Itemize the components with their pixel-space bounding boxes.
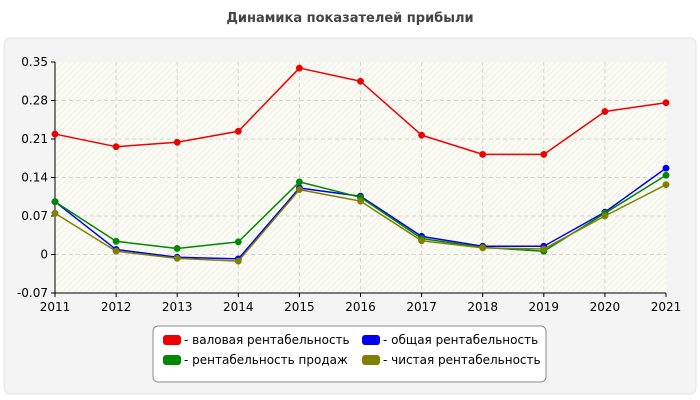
data-point — [234, 127, 242, 135]
x-tick-label: 2011 — [40, 300, 71, 314]
data-point — [479, 244, 487, 252]
y-tick-label: -0.07 — [17, 286, 48, 300]
series-4 — [51, 181, 670, 265]
x-tick-label: 2013 — [162, 300, 193, 314]
data-point — [357, 77, 364, 85]
legend-swatch — [362, 335, 380, 345]
legend-box — [152, 325, 547, 383]
legend: - валовая рентабельность - общая рентабел… — [152, 325, 547, 383]
y-tick-label: 0.35 — [21, 55, 48, 69]
legend-item-2: - общая рентабельность — [362, 333, 538, 347]
x-tick-label: 2018 — [467, 300, 498, 314]
y-tick-label: 0.21 — [21, 132, 48, 146]
data-point — [540, 150, 548, 158]
series-layer — [51, 64, 670, 265]
x-tick-label: 2021 — [651, 300, 682, 314]
legend-swatch — [163, 335, 181, 345]
legend-item-4: - чистая рентабельность — [362, 353, 541, 367]
data-point — [540, 245, 548, 253]
legend-label: - общая рентабельность — [383, 333, 538, 347]
legend-item-1: - валовая рентабельность — [163, 333, 350, 347]
x-tick-label: 2012 — [101, 300, 132, 314]
data-point — [295, 186, 303, 194]
data-point — [479, 150, 487, 158]
data-point — [418, 237, 426, 245]
legend-label: - чистая рентабельность — [383, 353, 541, 367]
data-point — [418, 131, 426, 139]
data-point — [112, 237, 120, 245]
x-tick-label: 2016 — [345, 300, 376, 314]
axes: -0.07 0 0.07 0.14 0.21 0.28 0.35 2011 2012 2013 20… — [17, 55, 681, 314]
x-tick-label: 2017 — [406, 300, 437, 314]
data-point — [51, 198, 59, 206]
data-point — [173, 138, 181, 146]
data-point — [173, 245, 181, 252]
legend-label: - рентабельность продаж — [184, 353, 348, 367]
legend-label: - валовая рентабельность — [184, 333, 350, 347]
data-point — [51, 209, 59, 217]
legend-swatch — [362, 355, 380, 365]
y-tick-label: 0 — [40, 248, 48, 262]
x-tick-label: 2015 — [284, 300, 315, 314]
y-tick-label: 0.14 — [21, 171, 48, 185]
series-1 — [51, 64, 670, 158]
x-tick-label: 2020 — [590, 300, 621, 314]
data-point — [662, 164, 670, 172]
legend-swatch — [163, 355, 181, 365]
data-point — [601, 108, 609, 115]
y-tick-label: 0.28 — [21, 94, 48, 108]
data-point — [295, 178, 303, 186]
data-point — [234, 238, 242, 246]
data-point — [234, 257, 242, 265]
data-point — [295, 64, 303, 72]
x-tick-label: 2014 — [223, 300, 254, 314]
data-point — [112, 143, 120, 151]
data-point — [112, 247, 120, 255]
data-point — [662, 181, 670, 189]
data-point — [357, 197, 364, 205]
data-point — [601, 212, 609, 220]
data-point — [173, 254, 181, 262]
data-point — [662, 171, 670, 179]
legend-item-3: - рентабельность продаж — [163, 353, 348, 367]
y-tick-label: 0.07 — [21, 209, 48, 223]
data-point — [662, 99, 670, 107]
data-point — [51, 130, 59, 138]
x-tick-label: 2019 — [529, 300, 560, 314]
chart-title: Динамика показателей прибыли — [226, 11, 474, 26]
